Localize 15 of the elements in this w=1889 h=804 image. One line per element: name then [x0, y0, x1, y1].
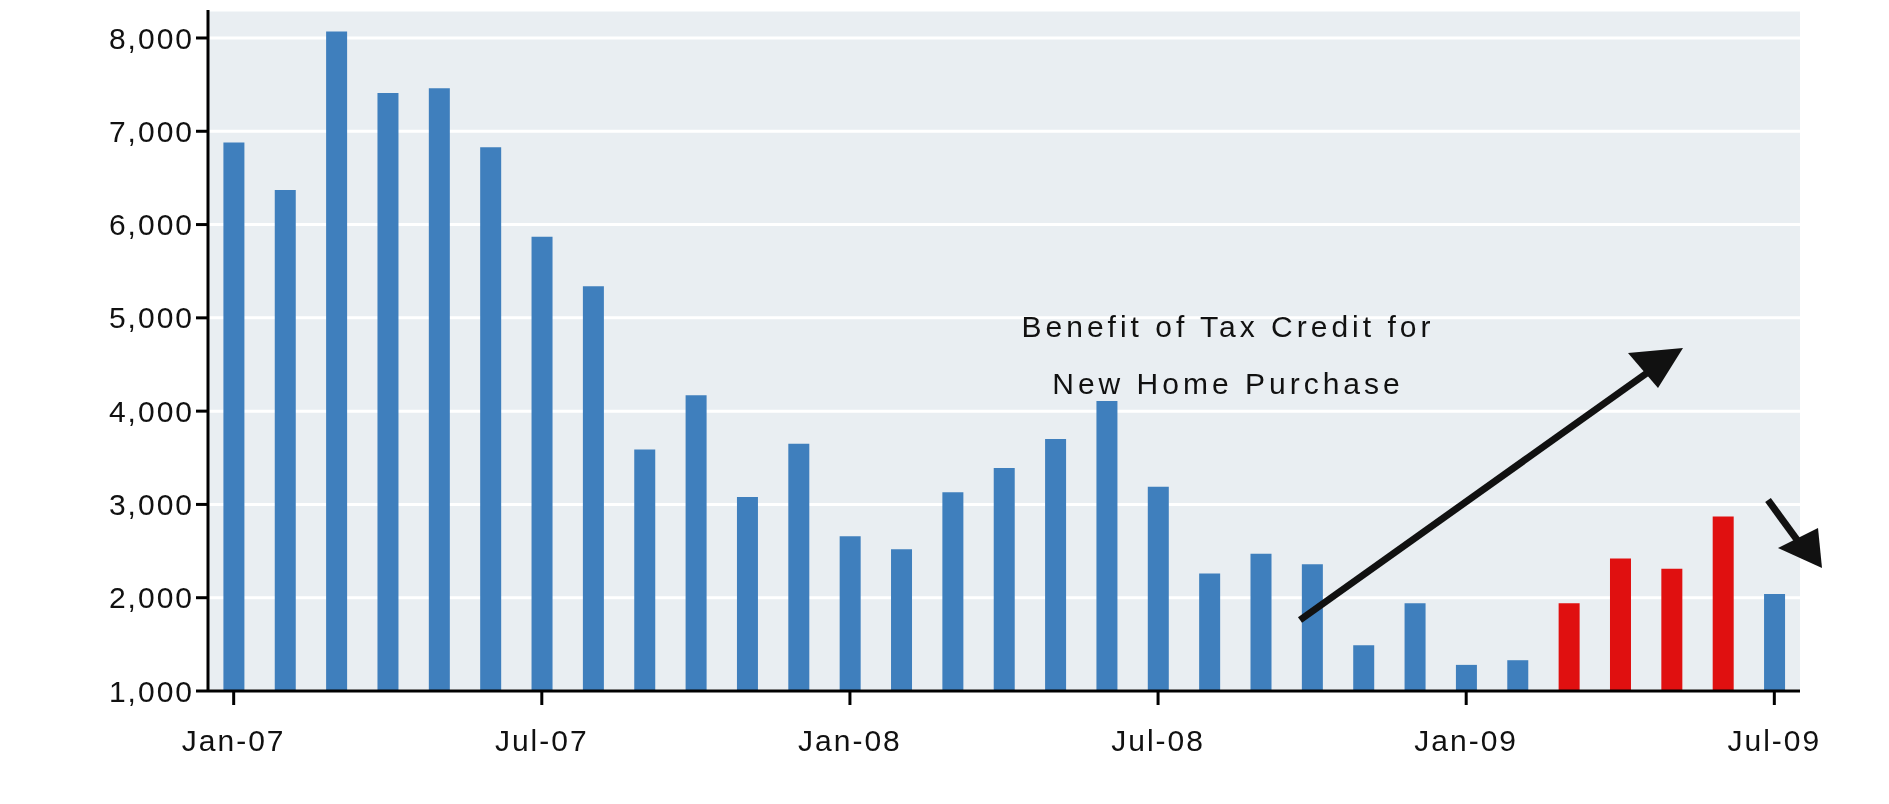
y-tick-label: 7,000: [108, 114, 194, 148]
x-tick-label: Jul-09: [1727, 724, 1822, 757]
y-tick-label: 6,000: [108, 208, 194, 242]
x-tick-label: Jul-08: [1111, 724, 1205, 757]
x-tick-label: Jan-09: [1414, 724, 1519, 757]
x-tick-label: Jul-07: [494, 724, 589, 757]
y-tick-label: 1,000: [108, 674, 194, 708]
x-tick-label: Jan-07: [181, 724, 286, 757]
y-tick-label: 3,000: [108, 488, 194, 522]
y-tick-label: 2,000: [108, 581, 194, 615]
x-tick-label: Jan-08: [798, 724, 902, 757]
y-tick-label: 5,000: [108, 301, 194, 335]
annotation: Benefit of Tax Credit for New Home Purchase: [1020, 309, 1436, 402]
y-tick-label: 8,000: [108, 21, 194, 55]
y-tick-label: 4,000: [108, 394, 194, 428]
